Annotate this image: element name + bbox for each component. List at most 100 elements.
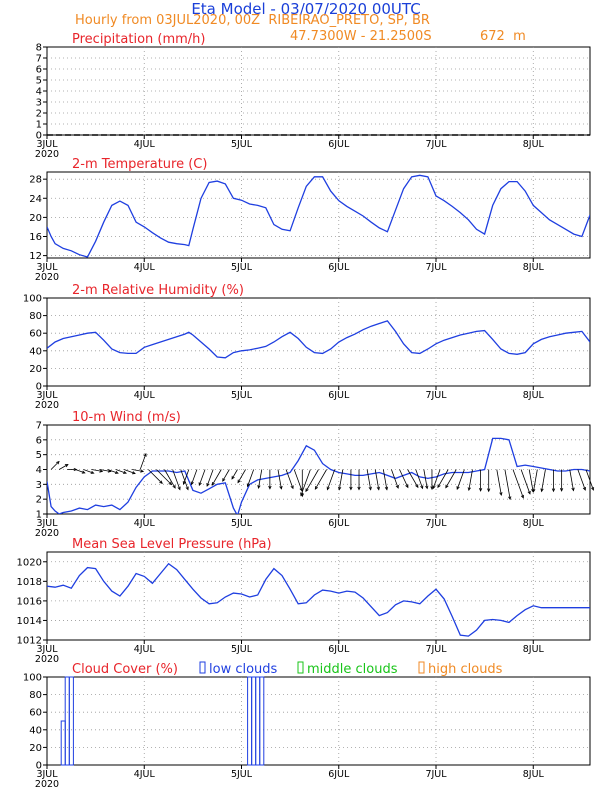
cloud-bar-low <box>247 676 253 766</box>
relative_humidity-xtick-sublabel: 2020 <box>35 400 59 411</box>
wind-vector-arrow <box>183 469 190 485</box>
mslp-ytick-label: 1014 <box>17 616 42 627</box>
wind-vector-arrowhead <box>168 481 173 486</box>
precipitation-title: Precipitation (mm/h) <box>72 32 205 47</box>
temperature-xtick-label: 7JUL <box>425 262 447 273</box>
precipitation-xtick-label: 4JUL <box>134 139 156 150</box>
wind-vector-arrow <box>277 469 282 489</box>
wind-vector-arrow <box>107 469 119 474</box>
wind-vector-arrow <box>496 469 502 496</box>
wind-vector-arrow <box>206 469 214 487</box>
wind-vector-arrowhead <box>395 484 399 489</box>
cloud-bar-low <box>64 676 70 766</box>
wind-vector-arrowhead <box>185 486 189 491</box>
cloud_cover-ytick-label: 100 <box>23 673 42 684</box>
wind-vector-arrow <box>382 469 388 490</box>
wind_speed-xtick-label: 8JUL <box>523 518 545 529</box>
wind-vector-arrow <box>115 469 127 474</box>
cloud_cover-frame <box>46 676 591 766</box>
wind-vector-arrow <box>504 469 511 500</box>
wind-vector-arrow <box>139 453 147 470</box>
mslp-ytick-label: 1016 <box>17 596 42 607</box>
wind-vector-arrowhead <box>384 486 389 491</box>
wind-vector-arrowhead <box>114 470 119 474</box>
wind-vector-arrowhead <box>290 485 294 490</box>
wind-vector-arrow <box>415 469 424 489</box>
mslp-ytick-label: 1020 <box>17 557 42 568</box>
legend-swatch-middle-clouds <box>297 661 304 674</box>
cloud_cover-xtick-sublabel: 2020 <box>35 779 59 790</box>
wind-vector-arrow <box>569 469 574 491</box>
wind-vector-arrow <box>123 469 136 474</box>
wind-vector-arrow <box>577 469 586 491</box>
temperature-frame <box>46 171 591 259</box>
wind-vector-arrowhead <box>467 487 471 491</box>
wind-vector-arrowhead <box>257 485 261 490</box>
wind-vector-arrowhead <box>177 486 181 491</box>
relative_humidity-frame <box>46 297 591 387</box>
wind-vector-arrowhead <box>90 470 95 474</box>
wind-vector-arrow <box>423 469 428 489</box>
cloud-bar-low <box>259 676 265 766</box>
wind-vector-arrow <box>247 469 255 487</box>
cloud_cover-xtick-label: 7JUL <box>425 769 447 780</box>
temperature-xtick-sublabel: 2020 <box>35 272 59 283</box>
cloud_cover-title: Cloud Cover (%) <box>72 662 178 677</box>
wind_speed-ytick-label: 1 <box>36 510 42 521</box>
wind_speed-xtick-label: 5JUL <box>231 518 253 529</box>
wind-vector-arrow <box>468 469 473 491</box>
relative_humidity-xtick-label: 3JUL <box>36 390 58 401</box>
station-elevation: 672 m <box>480 29 526 44</box>
cloud_cover-xtick-label: 5JUL <box>231 769 253 780</box>
wind_speed-xtick-label: 6JUL <box>328 518 350 529</box>
wind-vector-arrowhead <box>349 486 353 491</box>
wind-vector-arrowhead <box>64 464 69 468</box>
temperature-ytick-label: 16 <box>29 232 42 243</box>
mslp-ytick-label: 1018 <box>17 577 42 588</box>
precipitation-ytick-label: 5 <box>36 76 42 87</box>
precipitation-ytick-label: 3 <box>36 98 42 109</box>
wind-vector-arrowhead <box>172 484 176 489</box>
mslp-frame <box>46 551 591 641</box>
temperature-ytick-label: 28 <box>29 175 42 186</box>
temperature-xtick-label: 6JUL <box>328 262 350 273</box>
precipitation-ytick-label: 8 <box>36 43 42 54</box>
mslp-ytick-label: 1012 <box>17 636 42 647</box>
wind-vector-arrow <box>172 469 181 490</box>
wind-vector-arrowhead <box>190 481 194 486</box>
wind_speed-title: 10-m Wind (m/s) <box>72 410 181 425</box>
wind-vector-arrowhead <box>582 486 586 491</box>
wind-vector-arrow <box>191 469 198 485</box>
temperature-ytick-label: 24 <box>29 194 42 205</box>
wind-vector-arrow <box>91 469 103 472</box>
chart-main-title: Eta Model - 03/07/2020 00UTC <box>191 0 421 18</box>
relative_humidity-xtick-label: 7JUL <box>425 390 447 401</box>
precipitation-xtick-label: 7JUL <box>425 139 447 150</box>
wind-vector-arrowhead <box>182 481 186 485</box>
wind-vector-arrow <box>520 469 531 495</box>
temperature-xtick-label: 3JUL <box>36 262 58 273</box>
precipitation-ytick-label: 2 <box>36 109 42 120</box>
wind-vector-arrow <box>437 469 449 488</box>
wind-vector-arrowhead <box>99 469 104 473</box>
wind-vector-arrowhead <box>368 486 372 491</box>
wind-vector-arrow <box>148 469 163 484</box>
precipitation-ytick-label: 1 <box>36 120 42 131</box>
cloud_cover-ytick-label: 20 <box>29 743 42 754</box>
wind-vector-arrowhead <box>305 488 309 493</box>
wind_speed-ytick-label: 2 <box>36 495 42 506</box>
cloud_cover-ytick-label: 80 <box>29 690 42 701</box>
relative_humidity-ytick-label: 20 <box>29 364 42 375</box>
wind-vector-arrowhead <box>231 475 235 480</box>
wind-vector-arrowhead <box>420 485 424 490</box>
temperature-xtick-label: 4JUL <box>134 262 156 273</box>
wind-vector-arrowhead <box>445 484 449 489</box>
wind-vector-arrow <box>293 469 303 491</box>
wind-vector-arrow <box>391 469 399 489</box>
mslp-xtick-label: 8JUL <box>523 644 545 655</box>
temperature-title: 2-m Temperature (C) <box>72 157 207 172</box>
wind-vector-arrowhead <box>300 492 304 497</box>
wind_speed-ytick-label: 6 <box>36 435 42 446</box>
wind-vector-arrow <box>314 469 327 490</box>
